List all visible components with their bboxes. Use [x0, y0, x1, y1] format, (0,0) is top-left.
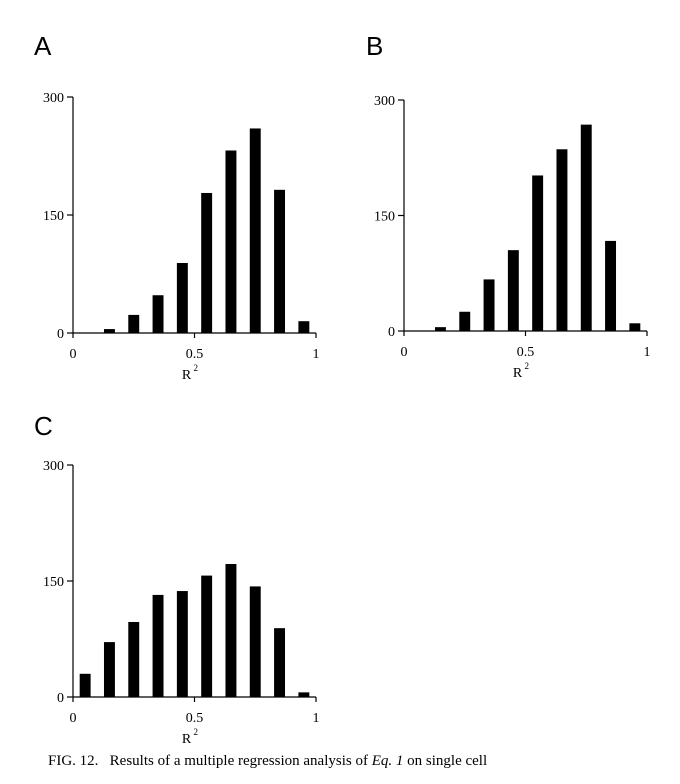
caption-fig-label: FIG. 12.	[48, 753, 99, 769]
histogram-bar-a	[225, 150, 237, 333]
panel-a-label: A	[34, 31, 52, 61]
histogram-bar-a	[274, 189, 286, 333]
histogram-bar-c	[225, 563, 237, 697]
x-tick-label-c: 1	[313, 711, 320, 726]
histogram-bar-b	[532, 175, 544, 331]
y-tick-label-a: 0	[57, 327, 64, 342]
y-tick-label-c: 0	[57, 691, 64, 706]
x-tick-label-c: 0	[70, 711, 77, 726]
y-tick-label-b: 0	[388, 325, 395, 340]
y-tick-label-b: 150	[374, 210, 395, 225]
histogram-bar-a	[249, 128, 261, 333]
caption-text-before: Results of a multiple regression analysi…	[109, 753, 368, 769]
histogram-bar-a	[176, 262, 188, 333]
x-tick-label-c: 0.5	[186, 711, 204, 726]
x-tick-label-a: 1	[313, 347, 320, 362]
histogram-bar-c	[128, 621, 140, 697]
histogram-bar-c	[249, 586, 261, 697]
histogram-bar-c	[176, 591, 188, 697]
histogram-bar-b	[507, 250, 519, 331]
x-tick-label-b: 0.5	[517, 345, 535, 360]
histogram-bar-a	[152, 295, 164, 333]
histogram-bar-b	[629, 323, 641, 331]
histogram-bar-b	[459, 311, 471, 331]
histogram-bar-a	[298, 321, 310, 333]
histogram-bar-a	[128, 314, 140, 333]
histogram-bar-c	[103, 642, 115, 697]
x-axis-label-c: R	[182, 732, 192, 747]
caption-text-after: on single cell	[407, 753, 488, 769]
histogram-bar-c	[201, 575, 213, 697]
x-axis-label-b: R	[513, 366, 523, 381]
histogram-bar-b	[556, 149, 568, 331]
histogram-bar-c	[79, 673, 91, 697]
y-tick-label-b: 300	[374, 94, 395, 109]
histogram-bar-b	[580, 124, 592, 331]
x-axis-label-superscript-a: 2	[194, 363, 199, 373]
histogram-bar-b	[605, 240, 617, 331]
histogram-bar-a	[103, 329, 115, 333]
panel-c-label: C	[34, 411, 53, 441]
y-tick-label-c: 150	[43, 575, 64, 590]
caption-eq: Eq. 1	[371, 753, 404, 769]
histogram-bar-a	[201, 192, 213, 333]
x-axis-label-superscript-c: 2	[194, 727, 199, 737]
histogram-bar-c	[152, 594, 164, 697]
x-axis-label-superscript-b: 2	[525, 361, 530, 371]
histogram-bar-c	[274, 628, 286, 697]
histogram-bar-b	[434, 327, 446, 331]
histogram-bar-c	[298, 692, 310, 697]
y-tick-label-c: 300	[43, 459, 64, 474]
x-tick-label-a: 0	[70, 347, 77, 362]
histogram-bar-b	[483, 279, 495, 331]
panel-b-label: B	[366, 31, 384, 61]
x-axis-label-a: R	[182, 368, 192, 383]
x-tick-label-a: 0.5	[186, 347, 204, 362]
figure-caption: FIG. 12. Results of a multiple regressio…	[48, 753, 678, 770]
x-tick-label-b: 0	[401, 345, 408, 360]
y-tick-label-a: 150	[43, 209, 64, 224]
y-tick-label-a: 300	[43, 91, 64, 106]
x-tick-label-b: 1	[644, 345, 651, 360]
